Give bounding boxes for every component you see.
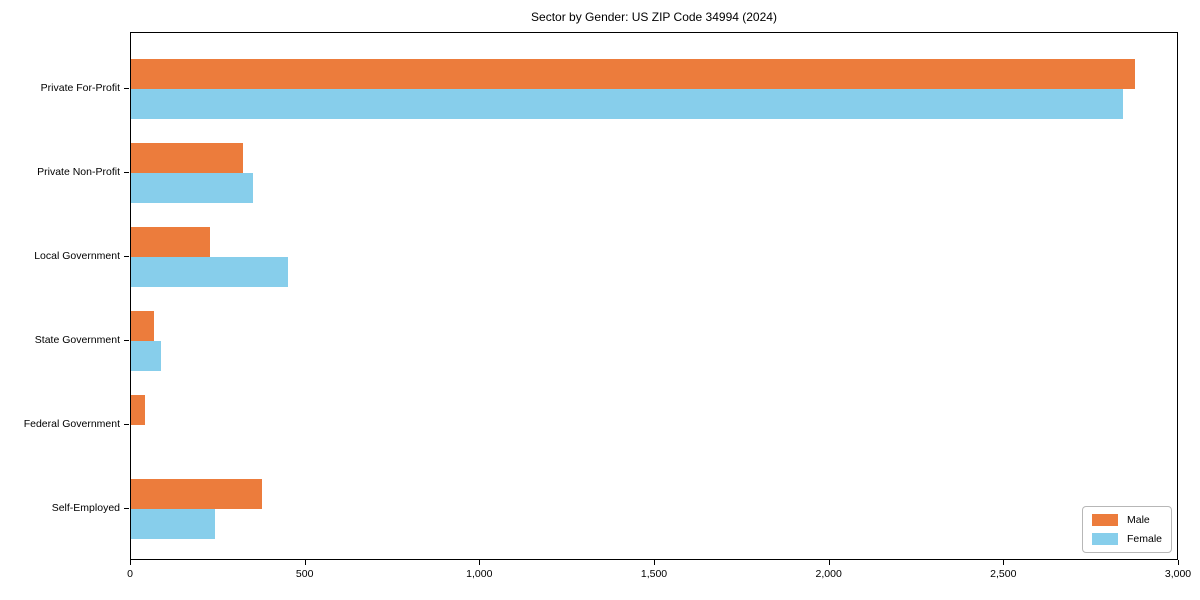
bar-male-federal-government bbox=[131, 395, 145, 425]
y-tick-label-self-employed: Self-Employed bbox=[51, 502, 120, 514]
x-tick-mark bbox=[130, 560, 131, 565]
legend-item-male: Male bbox=[1091, 514, 1162, 526]
plot-area: Male Female bbox=[130, 32, 1178, 560]
legend-item-female: Female bbox=[1091, 533, 1162, 545]
y-tick-mark bbox=[124, 172, 129, 173]
x-tick-label-0: 0 bbox=[127, 568, 133, 580]
legend-label-female: Female bbox=[1126, 533, 1162, 545]
bar-female-state-government bbox=[131, 341, 161, 371]
bar-male-local-government bbox=[131, 227, 210, 257]
x-tick-mark bbox=[479, 560, 481, 565]
bar-male-state-government bbox=[131, 311, 154, 341]
bar-female-private-non-profit bbox=[131, 173, 254, 203]
x-tick-label-1-000: 1,000 bbox=[466, 568, 493, 580]
bar-female-private-for-profit bbox=[131, 89, 1124, 119]
x-tick-label-500: 500 bbox=[295, 568, 314, 580]
male-color-swatch bbox=[1091, 514, 1118, 526]
x-tick-mark bbox=[1003, 560, 1005, 565]
bar-male-private-for-profit bbox=[131, 59, 1136, 89]
x-tick-label-1-500: 1,500 bbox=[640, 568, 668, 580]
y-tick-label-federal-government: Federal Government bbox=[23, 418, 120, 430]
bar-male-self-employed bbox=[131, 479, 262, 509]
female-color-swatch bbox=[1091, 533, 1118, 545]
y-tick-label-private-non-profit: Private Non-Profit bbox=[37, 166, 120, 178]
x-tick-label-3-000: 3,000 bbox=[1164, 568, 1192, 580]
y-tick-mark bbox=[124, 340, 129, 341]
x-tick-mark bbox=[304, 560, 306, 565]
bar-female-local-government bbox=[131, 257, 289, 287]
x-tick-label-2-500: 2,500 bbox=[990, 568, 1017, 580]
chart-title: Sector by Gender: US ZIP Code 34994 (202… bbox=[531, 10, 777, 24]
bar-female-self-employed bbox=[131, 509, 215, 539]
y-tick-mark bbox=[124, 508, 129, 509]
legend-label-male: Male bbox=[1126, 514, 1150, 526]
x-tick-label-2-000: 2,000 bbox=[815, 568, 842, 580]
y-tick-mark bbox=[124, 256, 129, 257]
x-tick-mark bbox=[654, 560, 655, 565]
y-tick-mark bbox=[124, 88, 129, 89]
legend: Male Female bbox=[1081, 506, 1172, 553]
y-tick-label-state-government: State Government bbox=[34, 334, 120, 346]
y-tick-label-private-for-profit: Private For-Profit bbox=[40, 82, 120, 94]
x-tick-mark bbox=[828, 560, 830, 565]
bar-male-private-non-profit bbox=[131, 143, 243, 173]
y-tick-label-local-government: Local Government bbox=[34, 250, 120, 262]
x-tick-mark bbox=[1178, 560, 1179, 565]
y-tick-mark bbox=[124, 424, 129, 425]
